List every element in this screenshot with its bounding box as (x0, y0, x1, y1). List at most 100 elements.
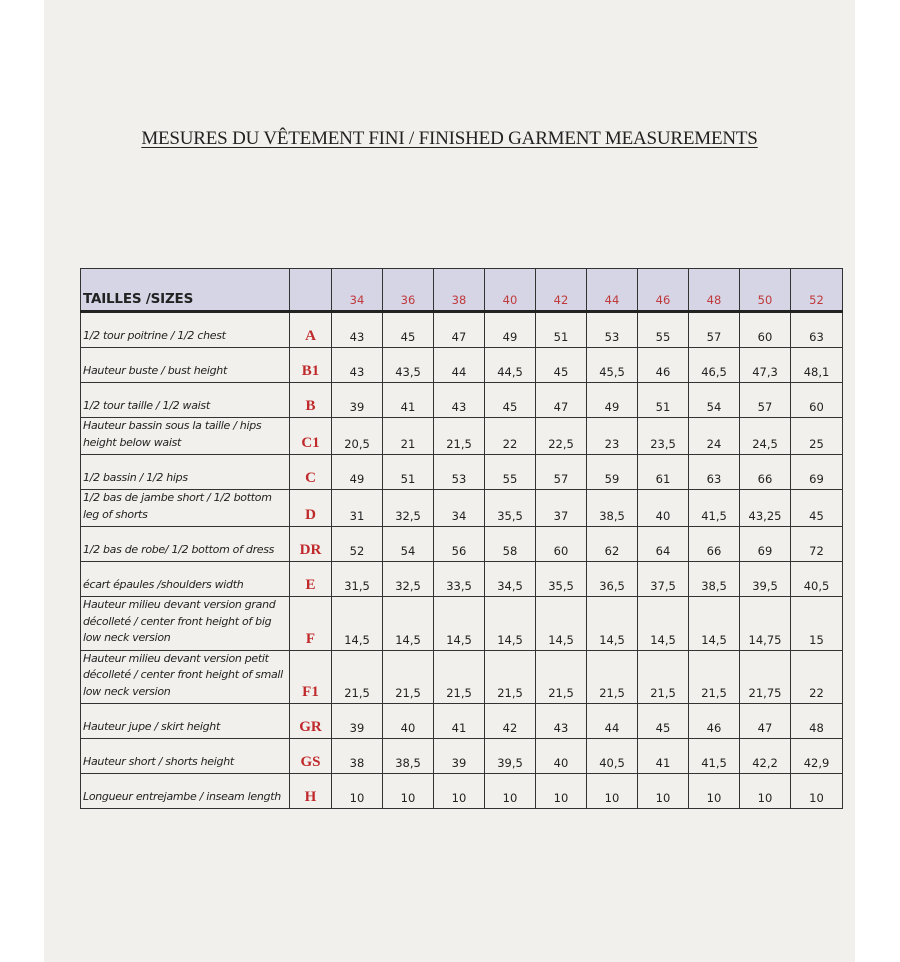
measurement-code: GS (289, 738, 332, 774)
measurement-value: 21,75 (739, 649, 791, 704)
measurement-value: 61 (637, 454, 689, 490)
measurement-code: A (289, 311, 332, 348)
measurement-value: 32,5 (382, 489, 434, 527)
measurement-value: 41 (433, 703, 485, 739)
measurement-value: 21 (382, 417, 434, 455)
measurement-value: 54 (688, 382, 740, 418)
measurement-value: 14,5 (637, 596, 689, 651)
measurement-value: 33,5 (433, 561, 485, 597)
measurement-value: 10 (331, 773, 383, 809)
measurement-value: 41,5 (688, 489, 740, 527)
measurement-value: 46 (688, 703, 740, 739)
measurement-code: B1 (289, 347, 332, 383)
measurement-value: 49 (331, 454, 383, 490)
table-row: 1/2 bas de jambe short / 1/2 bottom leg … (80, 489, 843, 527)
measurement-value: 25 (790, 417, 843, 455)
measurement-value: 69 (739, 526, 791, 562)
measurement-value: 39,5 (739, 561, 791, 597)
size-header: 38 (433, 268, 485, 313)
size-header: 44 (586, 268, 638, 313)
measurement-code: DR (289, 526, 332, 562)
measurement-value: 14,5 (331, 596, 383, 651)
measurement-value: 21,5 (433, 649, 485, 704)
measurement-value: 66 (739, 454, 791, 490)
measurement-value: 34 (433, 489, 485, 527)
measurement-value: 21,5 (484, 649, 536, 704)
measurement-value: 38,5 (688, 561, 740, 597)
measurement-label: écart épaules /shoulders width (80, 561, 290, 597)
measurement-value: 44 (433, 347, 485, 383)
measurement-value: 22,5 (535, 417, 587, 455)
measurement-code: H (289, 773, 332, 809)
measurement-value: 21,5 (433, 417, 485, 455)
measurement-code: C1 (289, 417, 332, 455)
measurement-value: 24 (688, 417, 740, 455)
measurement-value: 44 (586, 703, 638, 739)
size-header: 52 (790, 268, 843, 313)
measurement-value: 56 (433, 526, 485, 562)
measurement-value: 44,5 (484, 347, 536, 383)
measurement-value: 43 (433, 382, 485, 418)
measurement-label: Hauteur milieu devant version petit déco… (80, 649, 290, 704)
measurement-value: 10 (433, 773, 485, 809)
size-header: 50 (739, 268, 791, 313)
measurement-value: 20,5 (331, 417, 383, 455)
measurement-label: Hauteur jupe / skirt height (80, 703, 290, 739)
page-title: MESURES DU VÊTEMENT FINI / FINISHED GARM… (141, 128, 758, 149)
measurement-value: 35,5 (484, 489, 536, 527)
measurement-value: 40 (535, 738, 587, 774)
measurement-value: 42,9 (790, 738, 843, 774)
measurement-value: 64 (637, 526, 689, 562)
size-header: 40 (484, 268, 536, 313)
measurement-value: 60 (535, 526, 587, 562)
measurement-value: 60 (739, 311, 791, 348)
measurement-value: 14,5 (535, 596, 587, 651)
measurement-code: F1 (289, 649, 332, 704)
measurement-value: 22 (790, 649, 843, 704)
measurement-value: 51 (535, 311, 587, 348)
measurement-value: 49 (586, 382, 638, 418)
measurement-code: B (289, 382, 332, 418)
measurement-value: 57 (688, 311, 740, 348)
table-row: 1/2 tour taille / 1/2 waist B 39 41 43 45 47 49… (80, 382, 843, 418)
measurement-value: 47 (433, 311, 485, 348)
measurement-value: 10 (739, 773, 791, 809)
measurement-value: 15 (790, 596, 843, 651)
measurement-value: 62 (586, 526, 638, 562)
measurement-value: 41 (637, 738, 689, 774)
size-header: 48 (688, 268, 740, 313)
measurement-value: 53 (586, 311, 638, 348)
measurement-value: 10 (535, 773, 587, 809)
measurement-value: 40,5 (586, 738, 638, 774)
measurement-value: 45 (637, 703, 689, 739)
measurement-value: 45,5 (586, 347, 638, 383)
measurement-value: 43 (331, 311, 383, 348)
measurement-label: Hauteur milieu devant version grand déco… (80, 596, 290, 651)
measurement-value: 53 (433, 454, 485, 490)
measurement-value: 46,5 (688, 347, 740, 383)
document-page: MESURES DU VÊTEMENT FINI / FINISHED GARM… (44, 0, 855, 962)
measurement-value: 40,5 (790, 561, 843, 597)
measurement-value: 59 (586, 454, 638, 490)
measurement-code: GR (289, 703, 332, 739)
measurement-value: 49 (484, 311, 536, 348)
measurement-value: 66 (688, 526, 740, 562)
measurement-value: 51 (382, 454, 434, 490)
measurement-value: 54 (382, 526, 434, 562)
measurement-code: E (289, 561, 332, 597)
measurement-code: C (289, 454, 332, 490)
measurement-value: 10 (382, 773, 434, 809)
measurement-value: 41 (382, 382, 434, 418)
size-header: 46 (637, 268, 689, 313)
measurement-label: Hauteur bassin sous la taille / hips hei… (80, 417, 290, 455)
table-row: Hauteur jupe / skirt height GR 39 40 41 42 43 4… (80, 703, 843, 739)
measurement-value: 21,5 (637, 649, 689, 704)
measurement-value: 36,5 (586, 561, 638, 597)
measurement-value: 31 (331, 489, 383, 527)
measurement-label: Hauteur short / shorts height (80, 738, 290, 774)
measurement-value: 10 (637, 773, 689, 809)
measurement-value: 40 (382, 703, 434, 739)
table-row: Hauteur milieu devant version grand déco… (80, 596, 843, 651)
measurement-value: 58 (484, 526, 536, 562)
measurement-value: 45 (790, 489, 843, 527)
